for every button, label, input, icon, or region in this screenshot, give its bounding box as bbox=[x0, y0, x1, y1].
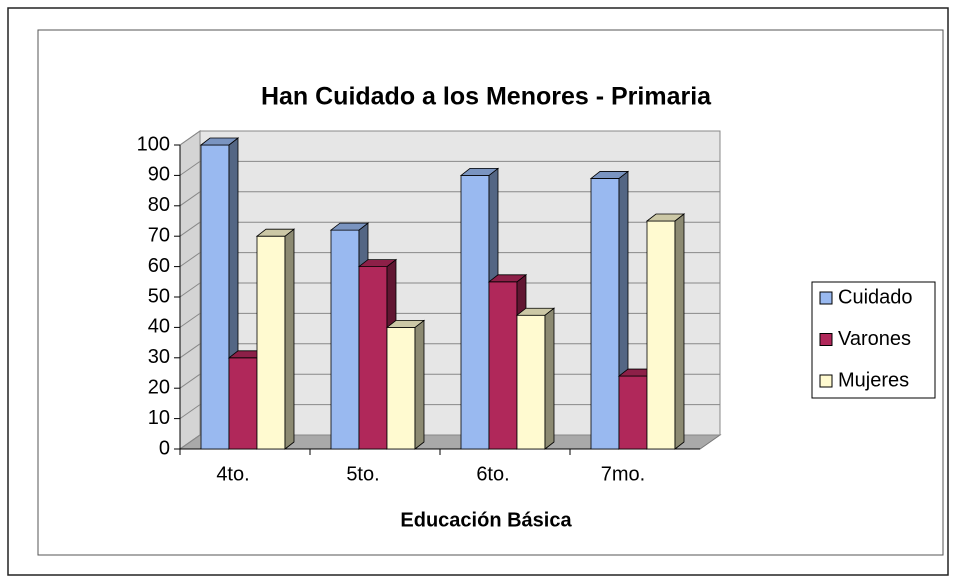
y-tick-label: 10 bbox=[148, 407, 170, 429]
bar bbox=[590, 178, 620, 450]
bar-top bbox=[459, 167, 500, 176]
y-tick-label: 50 bbox=[148, 285, 170, 307]
legend-label: Cuidado bbox=[838, 286, 913, 308]
x-tick-label: 6to. bbox=[476, 463, 509, 485]
bar bbox=[646, 220, 676, 450]
bar-top bbox=[357, 259, 398, 268]
y-tick-label: 70 bbox=[148, 224, 170, 246]
bar-top bbox=[329, 222, 370, 231]
bar bbox=[618, 375, 648, 450]
legend-swatch bbox=[819, 291, 833, 305]
x-tick-label: 5to. bbox=[346, 463, 379, 485]
grid-line-side bbox=[179, 221, 201, 237]
grid-line-side bbox=[179, 434, 201, 450]
grid-line-side bbox=[179, 373, 201, 389]
bar-top bbox=[515, 307, 556, 316]
x-axis-title: Educación Básica bbox=[400, 509, 572, 531]
y-tick-label: 60 bbox=[148, 255, 170, 277]
grid-line-side bbox=[179, 130, 201, 146]
legend-label: Mujeres bbox=[838, 369, 909, 391]
grid-line-side bbox=[179, 343, 201, 359]
bar-side bbox=[674, 213, 685, 450]
bar-side bbox=[544, 307, 555, 450]
legend-label: Varones bbox=[838, 328, 911, 350]
y-tick-label: 0 bbox=[159, 437, 170, 459]
bar-top bbox=[589, 171, 630, 179]
grid-line-side bbox=[179, 252, 201, 268]
bar bbox=[200, 144, 230, 450]
bar-side bbox=[414, 319, 425, 450]
bar bbox=[516, 314, 546, 450]
bar bbox=[256, 235, 286, 450]
bar-top bbox=[385, 319, 426, 328]
legend-swatch bbox=[819, 333, 833, 346]
x-tick-label: 4to. bbox=[216, 463, 249, 485]
grid-line-side bbox=[179, 312, 201, 328]
bar bbox=[386, 326, 416, 450]
x-tick-label: 7mo. bbox=[601, 463, 645, 485]
y-tick-label: 30 bbox=[148, 346, 170, 368]
y-tick-label: 40 bbox=[148, 316, 170, 338]
bar-top bbox=[199, 137, 240, 146]
chart-title: Han Cuidado a los Menores - Primaria bbox=[261, 83, 712, 111]
y-tick-label: 20 bbox=[148, 376, 170, 398]
grid-line-side bbox=[179, 282, 201, 298]
grid-line-side bbox=[179, 404, 201, 420]
bar-side bbox=[284, 228, 295, 450]
y-tick-label: 90 bbox=[148, 164, 170, 186]
grid-line-side bbox=[179, 191, 201, 207]
bar bbox=[460, 174, 490, 450]
grid-line-side bbox=[179, 160, 201, 176]
bar bbox=[228, 357, 258, 450]
legend-swatch bbox=[819, 374, 833, 388]
bar bbox=[358, 266, 388, 450]
bar bbox=[330, 229, 360, 450]
bar-top bbox=[645, 213, 686, 222]
bar-top bbox=[487, 274, 528, 283]
y-tick-label: 100 bbox=[137, 133, 170, 155]
y-tick-label: 80 bbox=[148, 194, 170, 216]
bar-top bbox=[255, 228, 296, 237]
bar bbox=[488, 281, 518, 450]
